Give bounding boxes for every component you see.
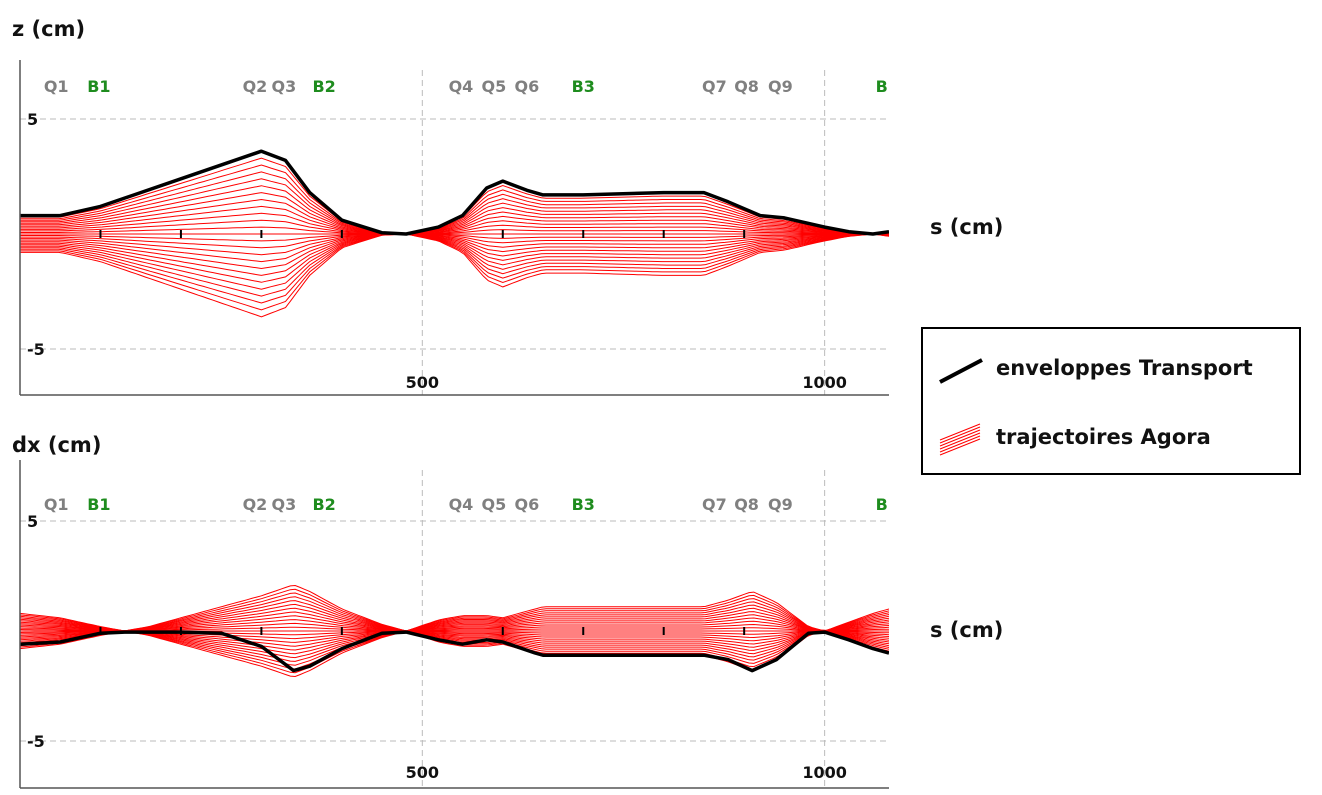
agora-trajectory [20,192,889,235]
agora-trajectory [20,185,889,235]
z-tick-labels: 500 1000 5 -5 [27,110,847,392]
s-axis-label: s (cm) [930,215,1003,239]
element-label-q6: Q6 [515,77,540,96]
element-label-q6: Q6 [515,495,540,514]
element-label-q3: Q3 [272,495,297,514]
agora-trajectory [20,584,889,632]
agora-trajectory [20,630,889,651]
x-tick-label: 1000 [802,763,847,782]
agora-trajectory [20,619,889,632]
agora-trajectory [20,588,889,632]
y-tick-label: 5 [27,110,38,129]
element-label-q2: Q2 [243,495,268,514]
element-label-q8: Q8 [734,77,759,96]
dx-tick-labels: 500 1000 5 -5 [27,512,847,782]
element-label-q9: Q9 [768,77,793,96]
agora-trajectory [20,233,889,283]
agora-trajectory [20,622,889,632]
s-axis-label-lower: s (cm) [930,618,1003,642]
legend: enveloppes Transport trajectoires Agora [921,327,1301,475]
agora-trajectory [20,603,889,632]
agora-trajectory [20,233,889,270]
dx-envelope-panel: dx (cm) s (cm) Q1 B1 Q2 Q3 B2 Q4 Q5 Q6 B3 Q7 Q8 Q9 B… [12,433,1003,789]
dx-axis-label: dx (cm) [12,433,101,457]
agora-trajectory [20,212,889,235]
dx-element-labels: Q1 B1 Q2 Q3 B2 Q4 Q5 Q6 B3 Q7 Q8 Q9 B [44,495,888,514]
agora-trajectory [20,233,889,249]
element-label-q1: Q1 [44,495,69,514]
agora-trajectory [20,233,889,290]
agora-trajectory [20,233,889,297]
z-agora-envelope [20,149,889,318]
transport-envelope-line [20,149,889,236]
element-label-q9: Q9 [768,495,793,514]
element-label-b1: B1 [87,77,110,96]
y-tick-label: -5 [27,732,45,751]
agora-trajectory [20,178,889,235]
element-label-q8: Q8 [734,495,759,514]
agora-trajectory [20,630,889,647]
legend-label-agora: trajectoires Agora [996,425,1211,449]
dx-grid [20,470,889,788]
x-tick-label: 500 [406,373,439,392]
agora-trajectory [20,233,889,318]
agora-trajectory [20,615,889,632]
element-label-q3: Q3 [272,77,297,96]
element-label-q4: Q4 [449,77,474,96]
agora-trajectory [20,630,889,655]
z-axes [19,60,889,396]
element-label-b3: B3 [572,495,595,514]
agora-trajectory [20,611,889,632]
y-tick-label: -5 [27,340,45,359]
x-tick-label: 1000 [802,373,847,392]
element-label-b1: B1 [87,495,110,514]
element-label-b2: B2 [312,495,335,514]
agora-trajectory [20,233,889,276]
agora-trajectory [20,233,889,263]
agora-trajectory [20,596,889,632]
element-label-q5: Q5 [482,77,507,96]
y-tick-label: 5 [27,512,38,531]
z-axis-label: z (cm) [12,17,85,41]
element-label-b: B [876,77,888,96]
element-label-q4: Q4 [449,495,474,514]
agora-trajectory [20,607,889,632]
agora-trajectory [20,600,889,632]
element-label-b3: B3 [572,77,595,96]
dx-agora-envelope [20,584,889,678]
element-label-q5: Q5 [482,495,507,514]
element-label-q7: Q7 [702,495,727,514]
agora-trajectory [20,233,889,304]
z-envelope-panel: z (cm) s (cm) Q1 B1 Q2 Q3 B2 Q4 Q5 Q6 B3 Q7 Q8 Q9 B … [12,17,1003,396]
agora-trajectory [20,219,889,235]
agora-trajectory [20,630,889,662]
agora-trajectory [20,164,889,235]
agora-trajectory [20,233,889,256]
agora-trajectory [20,198,889,235]
agora-trajectory [20,171,889,235]
element-label-q7: Q7 [702,77,727,96]
transport-envelope-line [20,630,889,673]
element-label-q1: Q1 [44,77,69,96]
x-tick-label: 500 [406,763,439,782]
element-label-q2: Q2 [243,77,268,96]
dx-axes [19,460,889,789]
agora-trajectory [20,630,889,659]
z-element-labels: Q1 B1 Q2 Q3 B2 Q4 Q5 Q6 B3 Q7 Q8 Q9 B [44,77,888,96]
agora-trajectory [20,233,889,311]
element-label-b2: B2 [312,77,335,96]
agora-trajectory [20,592,889,632]
legend-label-transport: enveloppes Transport [996,356,1253,380]
agora-trajectory [20,205,889,235]
legend-swatch-transport [939,358,983,384]
legend-box [921,327,1301,475]
element-label-b: B [876,495,888,514]
legend-swatch-agora [939,423,981,456]
